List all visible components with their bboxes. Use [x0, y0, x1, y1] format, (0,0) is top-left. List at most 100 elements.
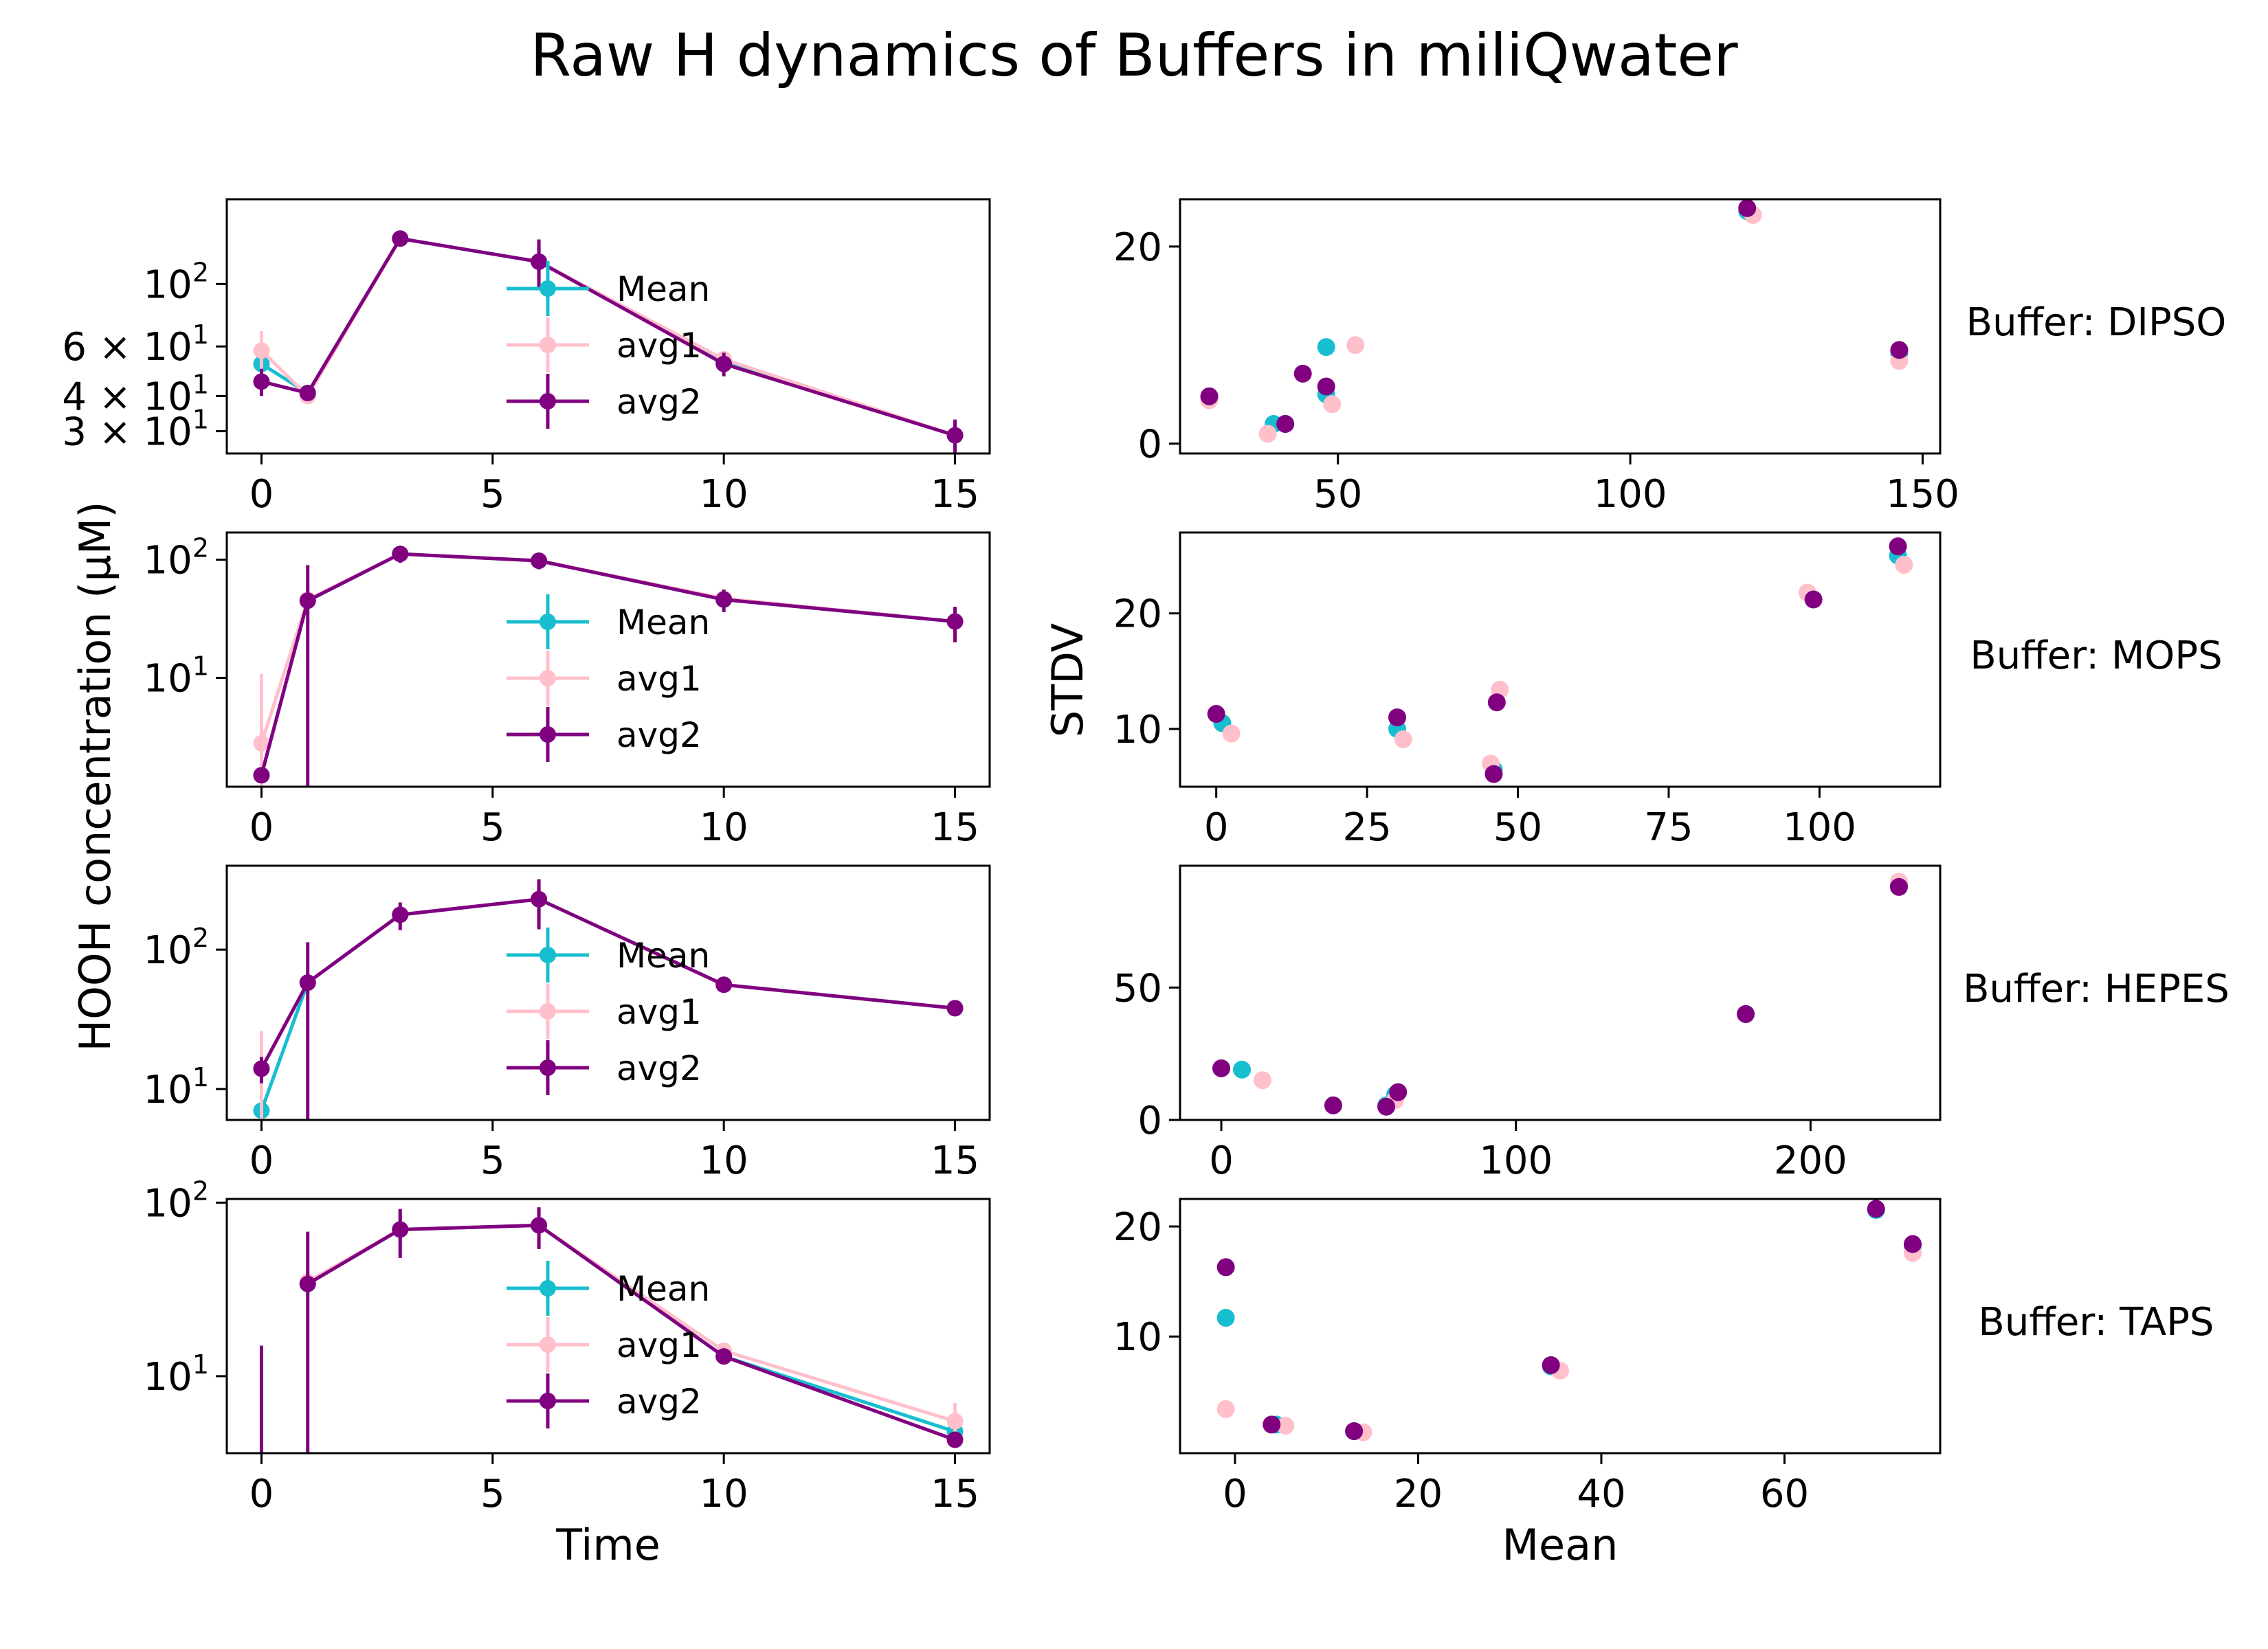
scatter-point-Mean — [1216, 1308, 1235, 1327]
scatter-point-avg2 — [1293, 364, 1312, 383]
y-tick-label: 102 — [144, 923, 209, 973]
y-tick-label: 102 — [144, 1176, 209, 1226]
scatter-point-avg1 — [1394, 730, 1412, 749]
axes-frame — [1179, 531, 1942, 788]
legend-label-avg2: avg2 — [616, 382, 702, 422]
y-tick-label: 102 — [144, 533, 209, 583]
line-panel-2: 0 5 10 15 102 101 Mean avg1 avg2 — [144, 864, 991, 1183]
buffer-label-1: Buffer: MOPS — [1970, 633, 2222, 678]
scatter-point-avg2 — [1317, 377, 1335, 396]
x-tick-label: 0 — [1209, 1138, 1234, 1183]
x-tick-label: 0 — [1223, 1472, 1247, 1516]
data-point-avg2 — [531, 552, 548, 570]
legend-label-avg2: avg2 — [616, 1382, 702, 1422]
x-tick-label: 10 — [700, 1472, 748, 1516]
axes-frame — [225, 864, 991, 1121]
x-tick-label: 20 — [1394, 1472, 1443, 1516]
data-point-avg2 — [715, 976, 733, 994]
y-tick-label: 101 — [144, 651, 209, 702]
scatter-point-avg1 — [1258, 425, 1277, 443]
x-tick-label: 5 — [480, 1472, 505, 1516]
legend-marker-avg2 — [540, 1059, 556, 1076]
scatter-point-avg1 — [1323, 395, 1342, 414]
y-axis-label-right: STDV — [1043, 623, 1093, 737]
x-tick-label: 100 — [1479, 1138, 1553, 1183]
plot-area — [1207, 537, 1913, 783]
y-tick-label: 0 — [1137, 423, 1162, 467]
x-tick-label: 10 — [700, 472, 748, 517]
data-point-avg2 — [299, 1275, 316, 1292]
legend-marker-avg1 — [540, 1336, 556, 1353]
x-tick-label: 5 — [480, 472, 505, 517]
y-tick-label: 20 — [1113, 225, 1162, 270]
figure-title: Raw H dynamics of Buffers in miliQwater — [530, 21, 1738, 90]
x-tick-label: 15 — [931, 1472, 979, 1516]
scatter-point-avg2 — [1487, 693, 1506, 712]
legend-label-avg1: avg1 — [616, 1325, 702, 1365]
legend-label-avg1: avg1 — [616, 659, 702, 699]
legend-label-Mean: Mean — [616, 603, 710, 642]
x-axis-label-right: Mean — [1502, 1520, 1619, 1570]
data-point-avg1 — [946, 1413, 964, 1430]
legend-marker-Mean — [540, 947, 556, 963]
x-tick-label: 60 — [1760, 1472, 1809, 1516]
data-point-avg2 — [299, 974, 316, 991]
data-point-avg2 — [531, 253, 548, 270]
data-point-avg2 — [715, 1348, 733, 1365]
data-point-avg2 — [531, 1217, 548, 1234]
scatter-point-avg1 — [1346, 336, 1365, 355]
data-point-avg2 — [392, 1221, 409, 1238]
scatter-point-avg2 — [1542, 1356, 1560, 1374]
legend-label-avg1: avg1 — [616, 992, 702, 1032]
y-tick-label: 10 — [1113, 1315, 1162, 1360]
scatter-point-avg1 — [1254, 1071, 1272, 1090]
x-tick-label: 0 — [249, 805, 274, 850]
y-tick-label: 101 — [144, 1062, 209, 1112]
axes-frame — [225, 198, 991, 455]
legend-marker-Mean — [540, 614, 556, 630]
x-tick-label: 15 — [931, 472, 979, 517]
x-tick-label: 100 — [1783, 805, 1856, 850]
scatter-panel-2: 0 100 200 0 50 — [1113, 864, 1942, 1183]
legend-marker-avg2 — [540, 393, 556, 410]
x-tick-label: 10 — [700, 1138, 748, 1183]
data-point-avg2 — [715, 591, 733, 608]
y-tick-label: 10 — [1113, 708, 1162, 752]
scatter-panel-1: 0 25 50 75 100 10 20 — [1113, 531, 1942, 850]
x-tick-label: 0 — [249, 1138, 274, 1183]
scatter-point-Mean — [1317, 338, 1335, 357]
axes-frame — [1179, 1198, 1942, 1455]
data-point-avg2 — [946, 1431, 964, 1448]
scatter-point-avg1 — [1895, 556, 1913, 574]
y-tick-label: 20 — [1113, 592, 1162, 637]
scatter-point-avg2 — [1216, 1258, 1235, 1277]
x-tick-label: 0 — [1204, 805, 1229, 850]
y-tick-label: 4 × 101 — [62, 369, 209, 419]
x-tick-label: 0 — [249, 472, 274, 517]
data-point-avg2 — [392, 546, 409, 563]
legend-marker-avg1 — [540, 337, 556, 353]
y-tick-label: 0 — [1137, 1099, 1162, 1143]
scatter-point-avg2 — [1389, 1083, 1408, 1101]
x-tick-label: 200 — [1774, 1138, 1847, 1183]
legend-label-Mean: Mean — [616, 269, 710, 309]
legend-marker-avg1 — [540, 1003, 556, 1020]
plot-area — [1200, 199, 1909, 443]
x-tick-label: 15 — [931, 805, 979, 850]
data-point-avg2 — [531, 890, 548, 908]
x-tick-label: 40 — [1577, 1472, 1625, 1516]
legend-marker-Mean — [540, 1280, 556, 1297]
data-point-avg2 — [253, 1060, 270, 1077]
legend-label-avg1: avg1 — [616, 326, 702, 366]
scatter-point-Mean — [1233, 1060, 1252, 1079]
data-point-avg2 — [946, 1000, 964, 1017]
data-point-avg2 — [946, 427, 964, 444]
x-tick-label: 50 — [1493, 805, 1542, 850]
scatter-point-avg2 — [1867, 1200, 1885, 1218]
legend-label-avg2: avg2 — [616, 1048, 702, 1088]
scatter-point-avg2 — [1904, 1235, 1922, 1253]
scatter-point-avg1 — [1222, 724, 1241, 743]
y-tick-label: 50 — [1113, 966, 1162, 1011]
scatter-point-avg2 — [1485, 765, 1503, 783]
